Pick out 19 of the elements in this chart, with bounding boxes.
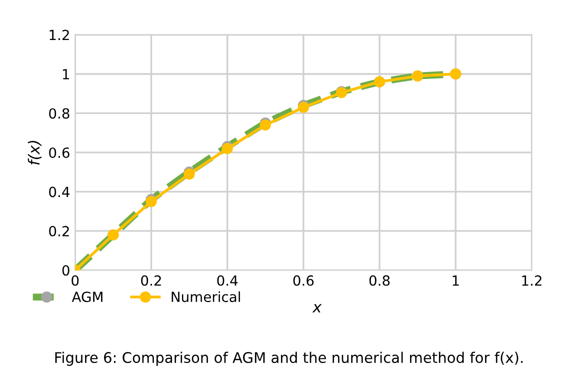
x-tick-label: 0: [72, 275, 79, 286]
y-axis-title: f(x): [28, 140, 42, 165]
y-tick-label: 0.2: [49, 226, 69, 236]
y-tick-label: 1.2: [50, 30, 69, 40]
caption: Figure 6: Comparison of AGM and the numerical method for f(x).: [55, 352, 523, 366]
y-tick-label: 1: [62, 69, 69, 80]
x-tick-label: 0.6: [293, 275, 314, 286]
x-tick-label: 1: [452, 275, 459, 286]
legend-label: Numerical: [172, 291, 240, 302]
x-tick-label: 0.2: [141, 275, 161, 286]
y-tick-label: 0.8: [49, 108, 70, 119]
x-tick-label: 1.2: [522, 275, 542, 286]
y-tick-label: 0: [62, 265, 70, 276]
y-tick-label: 0.4: [49, 186, 70, 198]
x-axis-title: x: [312, 304, 322, 312]
y-tick-label: 0.6: [49, 147, 70, 158]
x-tick-label: 0.8: [369, 275, 390, 286]
legend-label: AGM: [72, 292, 102, 302]
x-tick-label: 0.4: [217, 275, 238, 286]
